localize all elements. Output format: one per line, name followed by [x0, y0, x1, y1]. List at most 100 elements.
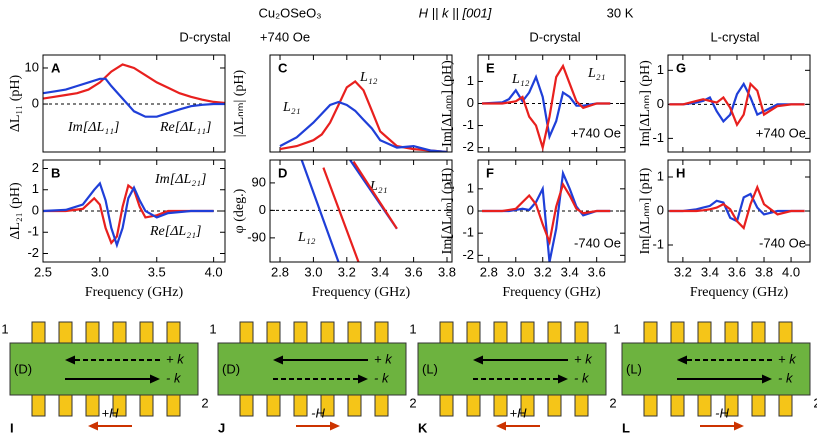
series-label: Im[ΔL₂₁]: [154, 172, 206, 187]
series-label: L₁₂: [297, 230, 316, 245]
y-tick-label: -1: [652, 236, 664, 251]
y-tick-label: -2: [462, 139, 474, 154]
panel-label: I: [10, 420, 14, 435]
crystal-label: (L): [422, 361, 438, 376]
plot-frame: [269, 54, 453, 153]
pad: [547, 321, 562, 345]
series-label: L₁₂: [359, 70, 378, 85]
pad: [466, 393, 481, 417]
y-axis-label: |ΔLₙₘ| (pH): [232, 69, 247, 137]
y-tick-label: 1: [32, 181, 39, 196]
pad: [574, 393, 589, 417]
pad: [239, 393, 254, 417]
series-label: Re[ΔL₁₁]: [159, 120, 211, 135]
x-tick-label: 2.8: [271, 264, 289, 279]
panel-label: G: [676, 60, 686, 75]
series-label: Im[ΔL₁₁]: [67, 120, 119, 135]
wave-label: - k: [374, 370, 390, 385]
pad: [493, 321, 508, 345]
y-tick-label: 1: [467, 180, 474, 195]
x-tick-label: 3.6: [588, 264, 606, 279]
port-label: 2: [609, 395, 616, 410]
port-label: 2: [201, 395, 208, 410]
pad: [166, 393, 181, 417]
x-tick-label: 3.5: [148, 264, 166, 279]
series-line: [300, 160, 398, 262]
crystal-label: D-crystal: [179, 29, 230, 44]
crystal-label: L-crystal: [710, 29, 759, 44]
x-tick-label: 3.8: [755, 264, 773, 279]
pad: [670, 321, 685, 345]
wave-label: - k: [778, 370, 794, 385]
x-tick-label: 2.5: [34, 264, 52, 279]
pad: [85, 393, 100, 417]
panel-label: J: [218, 420, 225, 435]
arrow-head: [558, 374, 568, 384]
wave-label: + k: [574, 351, 593, 366]
series-line: [43, 181, 214, 249]
y-tick-label: 0: [467, 95, 474, 110]
pad: [670, 393, 685, 417]
port-label: 1: [209, 321, 216, 336]
pad: [374, 321, 389, 345]
pad: [520, 321, 535, 345]
pad: [778, 321, 793, 345]
y-tick-label: -1: [27, 224, 39, 239]
y-tick-label: 0: [32, 202, 39, 217]
crystal-label: (D): [14, 361, 32, 376]
plot-frame: [42, 159, 226, 263]
port-label: 1: [1, 321, 8, 336]
y-tick-label: 1: [657, 62, 664, 77]
pad: [85, 321, 100, 345]
arrow-head: [734, 421, 744, 431]
series-line: [669, 192, 805, 223]
x-tick-label: 2.8: [480, 264, 498, 279]
crystal-label: (D): [222, 361, 240, 376]
pad: [751, 321, 766, 345]
series-label: L₂₁: [369, 179, 388, 194]
x-axis-label: Frequency (GHz): [502, 285, 601, 300]
wave-label: - k: [574, 370, 590, 385]
y-axis-label: Im[ΔLₙₘ] (pH): [440, 60, 455, 147]
field-label: +H: [510, 405, 528, 420]
port-label: 1: [613, 321, 620, 336]
x-tick-label: 3.0: [91, 264, 109, 279]
crystal: [217, 342, 407, 396]
panel-label: B: [51, 165, 60, 180]
plot-frame: [477, 159, 626, 263]
series-label: Re[ΔL₂₁]: [149, 224, 201, 239]
arrow-head: [330, 421, 340, 431]
pad: [31, 321, 46, 345]
pad: [112, 321, 127, 345]
pad: [239, 321, 254, 345]
series-label: L₂₁: [587, 66, 606, 81]
annotation: -740 Oe: [574, 235, 621, 250]
wave-label: + k: [374, 351, 393, 366]
x-axis-label: Frequency (GHz): [312, 285, 411, 300]
x-tick-label: 3.2: [534, 264, 552, 279]
pad: [778, 393, 793, 417]
y-axis-label: φ (deg.): [232, 188, 247, 233]
series-line: [669, 81, 805, 128]
x-axis-label: Frequency (GHz): [690, 285, 789, 300]
pad: [293, 393, 308, 417]
x-tick-label: 4.0: [782, 264, 800, 279]
series-line: [669, 81, 805, 124]
series-line: [279, 80, 448, 152]
y-axis-label: Im[ΔLₙₘ] (pH): [638, 60, 653, 147]
plot-frame: [477, 54, 626, 153]
x-tick-label: 3.6: [728, 264, 746, 279]
field-label: -H: [715, 405, 729, 420]
y-axis-label: Im[ΔLₙₘ] (pH): [638, 167, 653, 254]
pad: [266, 393, 281, 417]
wave-label: - k: [166, 370, 182, 385]
x-tick-label: 3.6: [405, 264, 423, 279]
pad: [58, 393, 73, 417]
pad: [466, 321, 481, 345]
pad: [166, 321, 181, 345]
pad: [266, 321, 281, 345]
y-tick-label: -2: [27, 245, 39, 260]
x-tick-label: 3.4: [371, 264, 389, 279]
port-label: 2: [409, 395, 416, 410]
